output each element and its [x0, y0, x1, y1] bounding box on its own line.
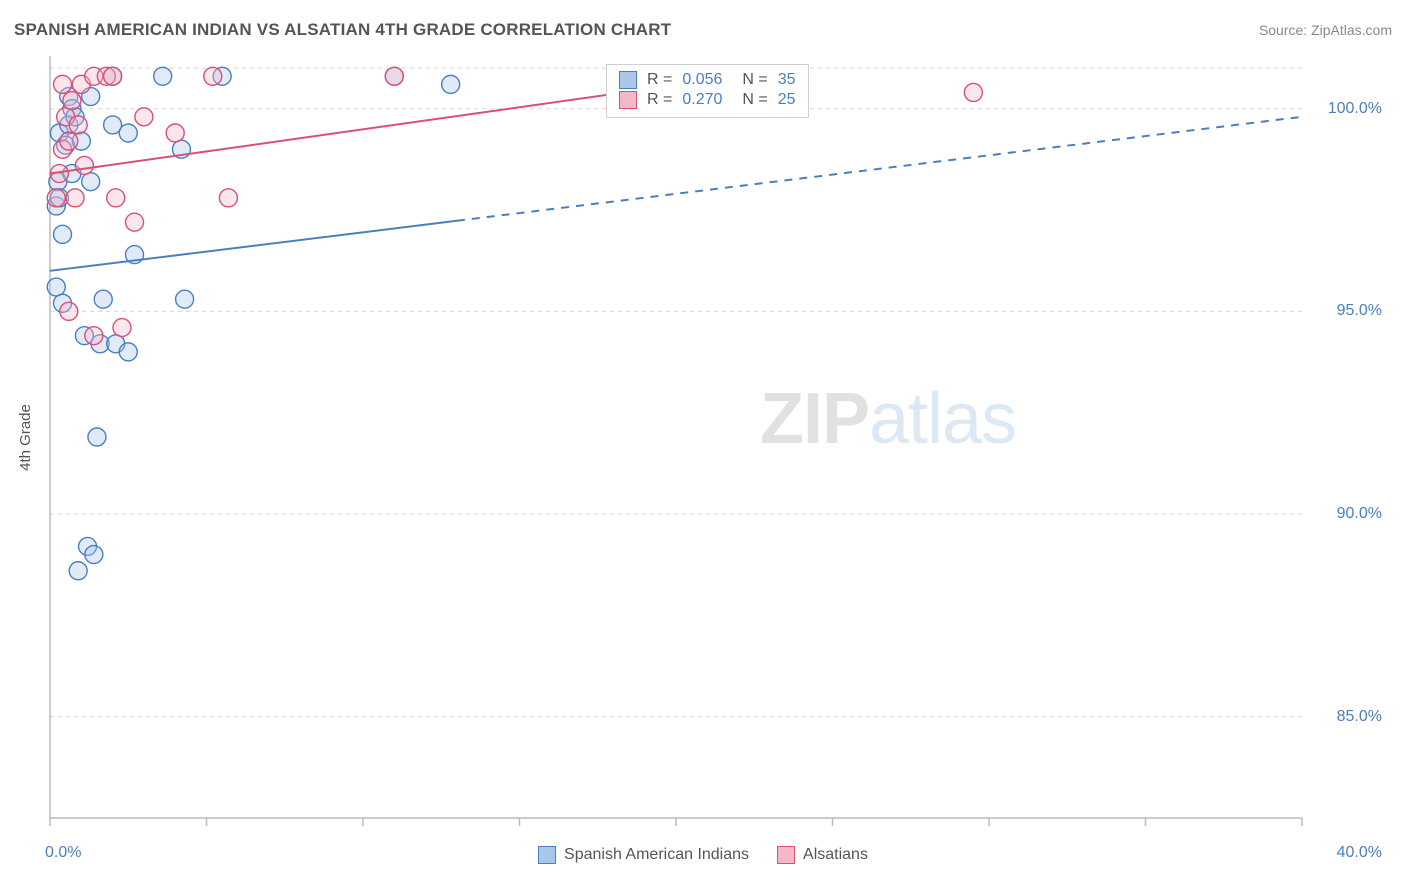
marker-als [75, 156, 93, 174]
marker-sai [47, 278, 65, 296]
chart-title: SPANISH AMERICAN INDIAN VS ALSATIAN 4TH … [14, 20, 671, 40]
marker-sai [85, 546, 103, 564]
marker-als [60, 302, 78, 320]
marker-sai [69, 562, 87, 580]
rn-row-als: R = 0.270 N = 25 [619, 91, 796, 109]
marker-als [219, 189, 237, 207]
r-label: R = [647, 91, 672, 109]
source-label: Source: ZipAtlas.com [1259, 22, 1392, 38]
trend-sai-dashed [457, 117, 1302, 221]
r-value-als: 0.270 [682, 91, 722, 109]
marker-als [166, 124, 184, 142]
marker-als [66, 189, 84, 207]
r-label: R = [647, 71, 672, 89]
marker-sai [154, 67, 172, 85]
marker-sai [82, 173, 100, 191]
y-tick-label: 85.0% [1337, 708, 1382, 726]
rn-row-sai: R = 0.056 N = 35 [619, 71, 796, 89]
legend-item-als: Alsatians [777, 846, 868, 864]
marker-sai [119, 343, 137, 361]
marker-als [107, 189, 125, 207]
marker-als [54, 75, 72, 93]
marker-sai [88, 428, 106, 446]
marker-als [135, 108, 153, 126]
plot-area [50, 56, 1302, 818]
legend-label-als: Alsatians [803, 846, 868, 864]
y-axis-title: 4th Grade [17, 404, 34, 471]
marker-als [204, 67, 222, 85]
marker-als [964, 83, 982, 101]
r-value-sai: 0.056 [682, 71, 722, 89]
marker-als [113, 319, 131, 337]
n-label: N = [742, 91, 767, 109]
marker-als [385, 67, 403, 85]
y-axis-title-container: 4th Grade [10, 56, 40, 818]
marker-als [85, 327, 103, 345]
marker-als [47, 189, 65, 207]
trend-sai [50, 221, 457, 271]
legend-label-sai: Spanish American Indians [564, 846, 749, 864]
marker-sai [94, 290, 112, 308]
n-label: N = [742, 71, 767, 89]
marker-als [126, 213, 144, 231]
swatch-als [619, 91, 637, 109]
legend-swatch-sai [538, 846, 556, 864]
legend-item-sai: Spanish American Indians [538, 846, 749, 864]
marker-sai [54, 225, 72, 243]
marker-als [69, 116, 87, 134]
scatter-chart-svg [50, 56, 1302, 818]
n-value-sai: 35 [778, 71, 796, 89]
y-tick-label: 95.0% [1337, 302, 1382, 320]
swatch-sai [619, 71, 637, 89]
marker-als [63, 92, 81, 110]
marker-sai [442, 75, 460, 93]
marker-sai [119, 124, 137, 142]
series-legend: Spanish American Indians Alsatians [0, 846, 1406, 864]
y-tick-label: 90.0% [1337, 505, 1382, 523]
y-tick-label: 100.0% [1328, 100, 1382, 118]
title-bar: SPANISH AMERICAN INDIAN VS ALSATIAN 4TH … [14, 20, 1392, 40]
marker-sai [176, 290, 194, 308]
marker-als [60, 132, 78, 150]
marker-als [104, 67, 122, 85]
n-value-als: 25 [778, 91, 796, 109]
legend-swatch-als [777, 846, 795, 864]
correlation-legend: R = 0.056 N = 35 R = 0.270 N = 25 [606, 64, 809, 118]
